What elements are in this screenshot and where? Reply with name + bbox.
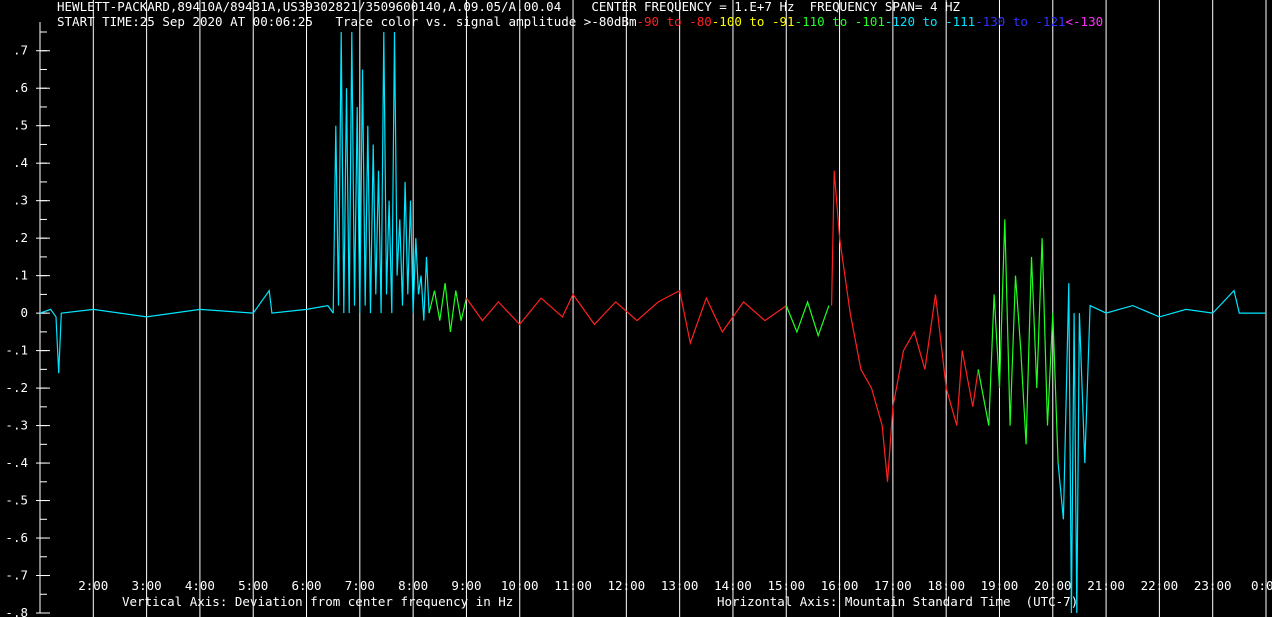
y-tick-label: .3 <box>13 193 28 208</box>
x-tick-label: 7:00 <box>345 578 375 593</box>
y-tick-label: -.8 <box>5 605 28 617</box>
x-tick-label: 5:00 <box>238 578 268 593</box>
y-tick-label: -.4 <box>5 455 28 470</box>
x-tick-label: 21:00 <box>1087 578 1125 593</box>
x-tick-label: 3:00 <box>132 578 162 593</box>
vertical-axis-description: Vertical Axis: Deviation from center fre… <box>122 594 514 609</box>
y-axis: .7 .6 .5 .4 .3 .2 .1 0 -.1 -.2 -.3 -.4 -.5 -.6 -.7 -.8 <box>5 22 50 617</box>
trace-segment <box>785 300 830 338</box>
x-tick-label: 6:00 <box>291 578 321 593</box>
color-key-entry: -120 to -111 <box>884 14 976 29</box>
color-key: >-80dBm-90 to -80-100 to -91-110 to -101… <box>576 14 1103 29</box>
x-tick-label: 17:00 <box>874 578 912 593</box>
y-tick-label: .4 <box>13 155 28 170</box>
trace-segment <box>831 170 979 482</box>
x-tick-label: 16:00 <box>821 578 859 593</box>
y-tick-label: -.6 <box>5 530 28 545</box>
y-tick-label: .1 <box>13 268 28 283</box>
x-tick-label: 9:00 <box>451 578 481 593</box>
trace-segment <box>428 283 467 332</box>
x-axis: 2:00 3:00 4:00 5:00 6:00 7:00 8:00 9:00 10:00 11:… <box>78 578 1272 593</box>
x-tick-label: 0:00 <box>1251 578 1272 593</box>
y-tick-label: -.2 <box>5 380 28 395</box>
frequency-trace <box>39 31 1266 614</box>
trace-segment <box>1057 283 1266 614</box>
color-key-entry: -110 to -101 <box>794 14 885 29</box>
x-tick-label: 13:00 <box>661 578 699 593</box>
y-tick-label: .5 <box>13 118 28 133</box>
trace-segment <box>39 288 334 374</box>
x-tick-label: 22:00 <box>1141 578 1179 593</box>
x-tick-label: 19:00 <box>981 578 1019 593</box>
y-tick-label: .6 <box>13 80 28 95</box>
y-tick-label: -.3 <box>5 418 28 433</box>
color-key-entry: >-80dBm <box>576 14 637 29</box>
x-tick-label: 8:00 <box>398 578 428 593</box>
x-tick-label: 11:00 <box>554 578 592 593</box>
y-tick-label: .2 <box>13 230 28 245</box>
x-tick-label: 18:00 <box>927 578 965 593</box>
color-key-entry: -90 to -80 <box>636 14 712 29</box>
x-tick-label: 2:00 <box>78 578 108 593</box>
x-tick-label: 15:00 <box>767 578 805 593</box>
color-key-entry: -130 to -121 <box>975 14 1066 29</box>
x-tick-label: 4:00 <box>185 578 215 593</box>
y-tick-label: 0 <box>20 305 28 320</box>
header-start-time-line: START TIME:25 Sep 2020 AT 00:06:25 Trace… <box>57 15 1103 29</box>
x-tick-label: 14:00 <box>714 578 752 593</box>
y-tick-label: -.1 <box>5 343 28 358</box>
y-tick-label: -.5 <box>5 493 28 508</box>
header-instrument-line: HEWLETT-PACKARD,89410A/89431A,US39302821… <box>57 0 961 14</box>
x-tick-label: 23:00 <box>1194 578 1232 593</box>
color-key-entry: <-130 <box>1065 14 1104 29</box>
vertical-gridlines <box>92 0 1267 617</box>
horizontal-axis-description: Horizontal Axis: Mountain Standard Time … <box>717 594 1079 609</box>
x-tick-label: 10:00 <box>501 578 539 593</box>
y-tick-label: .7 <box>13 43 28 58</box>
x-tick-label: 20:00 <box>1034 578 1072 593</box>
trace-segment <box>465 289 787 346</box>
y-tick-label: -.7 <box>5 568 28 583</box>
x-tick-label: 12:00 <box>608 578 646 593</box>
start-time: START TIME:25 Sep 2020 AT 00:06:25 <box>57 14 313 29</box>
color-key-entry: -100 to -91 <box>711 14 795 29</box>
trace-segment <box>332 31 430 321</box>
color-key-label: Trace color vs. signal amplitude <box>335 14 577 29</box>
trace-segment <box>977 219 1059 464</box>
